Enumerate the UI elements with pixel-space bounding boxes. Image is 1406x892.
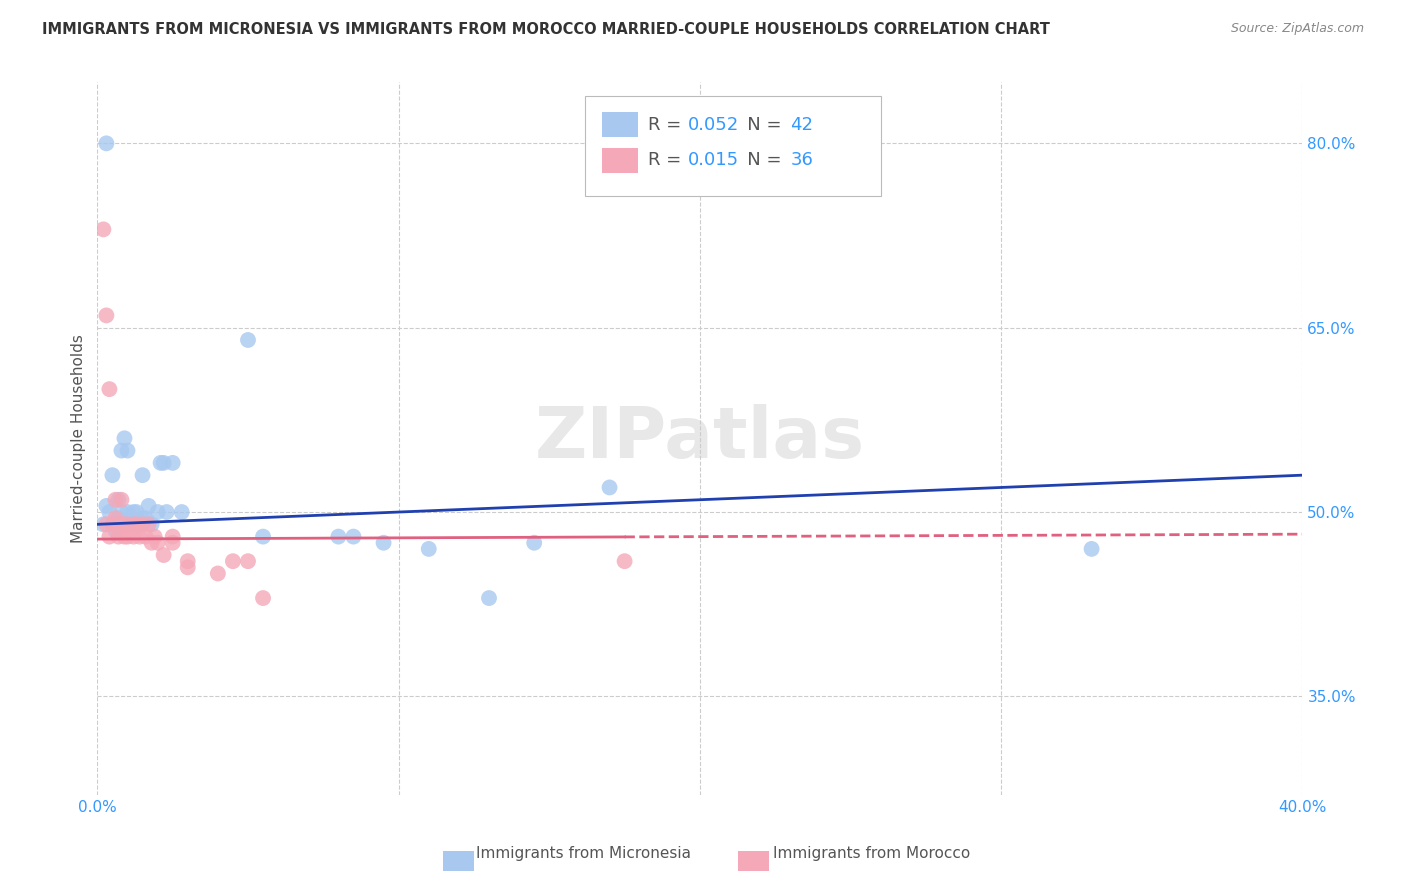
Point — [170, 505, 193, 519]
Point — [523, 535, 546, 549]
Point — [104, 492, 127, 507]
Point — [110, 492, 132, 507]
Point — [252, 591, 274, 605]
Point — [101, 468, 124, 483]
Point — [131, 517, 153, 532]
Point — [96, 517, 118, 532]
Point — [252, 530, 274, 544]
Point — [104, 524, 127, 538]
Point — [143, 530, 166, 544]
FancyBboxPatch shape — [602, 148, 638, 173]
Point — [599, 480, 621, 494]
Point — [117, 517, 139, 532]
Point — [613, 554, 636, 568]
Point — [96, 136, 118, 151]
Point — [122, 505, 145, 519]
Point — [104, 517, 127, 532]
Point — [207, 566, 229, 581]
Point — [96, 309, 118, 323]
Point — [152, 548, 174, 562]
Text: IMMIGRANTS FROM MICRONESIA VS IMMIGRANTS FROM MOROCCO MARRIED-COUPLE HOUSEHOLDS : IMMIGRANTS FROM MICRONESIA VS IMMIGRANTS… — [42, 22, 1050, 37]
Point — [162, 530, 184, 544]
Point — [236, 554, 259, 568]
Point — [107, 530, 129, 544]
Point — [177, 554, 200, 568]
Point — [117, 443, 139, 458]
Point — [114, 517, 136, 532]
Point — [135, 511, 157, 525]
Point — [120, 517, 142, 532]
Point — [110, 505, 132, 519]
Point — [101, 517, 124, 532]
Point — [117, 530, 139, 544]
Point — [146, 535, 169, 549]
Point — [478, 591, 501, 605]
Point — [114, 517, 136, 532]
Point — [128, 517, 150, 532]
Text: 42: 42 — [790, 116, 813, 134]
Point — [122, 530, 145, 544]
Text: N =: N = — [730, 152, 787, 169]
Point — [125, 505, 148, 519]
Point — [1080, 541, 1102, 556]
Point — [138, 517, 160, 532]
Point — [177, 560, 200, 574]
Point — [114, 431, 136, 445]
Point — [146, 505, 169, 519]
Point — [93, 517, 115, 532]
Point — [138, 499, 160, 513]
Point — [222, 554, 245, 568]
Point — [98, 530, 121, 544]
Point — [110, 443, 132, 458]
Point — [156, 505, 179, 519]
Point — [162, 535, 184, 549]
Point — [96, 499, 118, 513]
Point — [328, 530, 350, 544]
Point — [93, 222, 115, 236]
Point — [104, 511, 127, 525]
Point — [114, 530, 136, 544]
Point — [162, 456, 184, 470]
Point — [122, 517, 145, 532]
Point — [98, 382, 121, 396]
Text: Immigrants from Morocco: Immigrants from Morocco — [773, 847, 970, 861]
Text: 0.052: 0.052 — [688, 116, 740, 134]
Point — [373, 535, 395, 549]
Point — [131, 511, 153, 525]
Point — [107, 517, 129, 532]
Point — [141, 517, 163, 532]
Text: R =: R = — [648, 116, 688, 134]
Y-axis label: Married-couple Households: Married-couple Households — [72, 334, 86, 542]
Point — [141, 535, 163, 549]
Point — [131, 468, 153, 483]
Text: Source: ZipAtlas.com: Source: ZipAtlas.com — [1230, 22, 1364, 36]
Point — [117, 505, 139, 519]
Text: Immigrants from Micronesia: Immigrants from Micronesia — [477, 847, 690, 861]
Point — [107, 492, 129, 507]
Point — [149, 456, 172, 470]
Text: N =: N = — [730, 116, 787, 134]
Text: ZIPatlas: ZIPatlas — [534, 404, 865, 473]
Point — [418, 541, 440, 556]
Text: R =: R = — [648, 152, 688, 169]
Point — [152, 456, 174, 470]
Point — [236, 333, 259, 347]
Point — [98, 505, 121, 519]
Text: 0.015: 0.015 — [688, 152, 740, 169]
Point — [122, 517, 145, 532]
Point — [120, 524, 142, 538]
Point — [125, 517, 148, 532]
Point — [128, 530, 150, 544]
Point — [107, 511, 129, 525]
FancyBboxPatch shape — [585, 96, 880, 196]
Point — [125, 517, 148, 532]
FancyBboxPatch shape — [602, 112, 638, 137]
Point — [342, 530, 364, 544]
Point — [135, 530, 157, 544]
Text: 36: 36 — [790, 152, 813, 169]
